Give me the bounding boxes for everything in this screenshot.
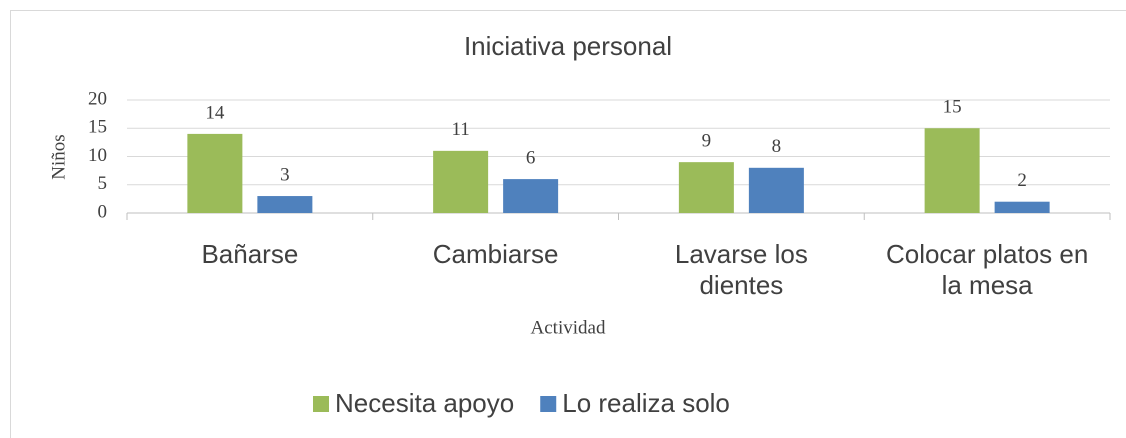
bar bbox=[433, 150, 489, 213]
x-tick-label: Cambiarse bbox=[432, 239, 559, 269]
y-tick-label: 15 bbox=[88, 117, 107, 138]
y-tick-label: 5 bbox=[98, 173, 108, 194]
legend-swatch bbox=[540, 396, 557, 412]
data-label: 8 bbox=[772, 136, 782, 157]
bar bbox=[503, 179, 559, 213]
bar bbox=[924, 128, 980, 213]
legend-label: Necesita apoyo bbox=[335, 388, 514, 418]
bar bbox=[994, 201, 1050, 213]
data-label: 15 bbox=[943, 97, 962, 118]
y-tick-label: 20 bbox=[88, 88, 107, 109]
x-axis-title: Actividad bbox=[531, 317, 606, 338]
data-label: 6 bbox=[526, 147, 536, 168]
x-tick-label: Lavarse los dientes bbox=[674, 239, 808, 300]
data-label: 14 bbox=[205, 102, 225, 123]
data-label: 11 bbox=[451, 119, 469, 140]
data-label: 9 bbox=[702, 131, 712, 152]
chart-border bbox=[10, 10, 1126, 438]
x-tick-label: Colocar platos en la mesa bbox=[885, 239, 1089, 300]
data-label: 2 bbox=[1017, 170, 1027, 191]
y-tick-label: 0 bbox=[98, 201, 108, 222]
bar bbox=[678, 162, 734, 213]
bar bbox=[187, 133, 243, 213]
y-tick-label: 10 bbox=[88, 145, 107, 166]
x-tick-label: Bañarse bbox=[201, 239, 299, 269]
bar bbox=[257, 196, 313, 213]
legend-label: Lo realiza solo bbox=[562, 388, 730, 418]
y-axis-title: Niños bbox=[48, 134, 69, 179]
bar bbox=[748, 167, 804, 213]
data-label: 3 bbox=[280, 164, 290, 185]
legend-swatch bbox=[313, 396, 329, 412]
chart-title: Iniciativa personal bbox=[464, 31, 672, 61]
